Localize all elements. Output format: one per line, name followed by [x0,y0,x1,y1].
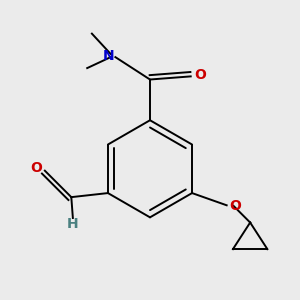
Text: N: N [103,49,114,63]
Text: O: O [194,68,206,82]
Text: H: H [67,217,79,231]
Text: O: O [30,160,42,175]
Text: O: O [230,199,242,213]
